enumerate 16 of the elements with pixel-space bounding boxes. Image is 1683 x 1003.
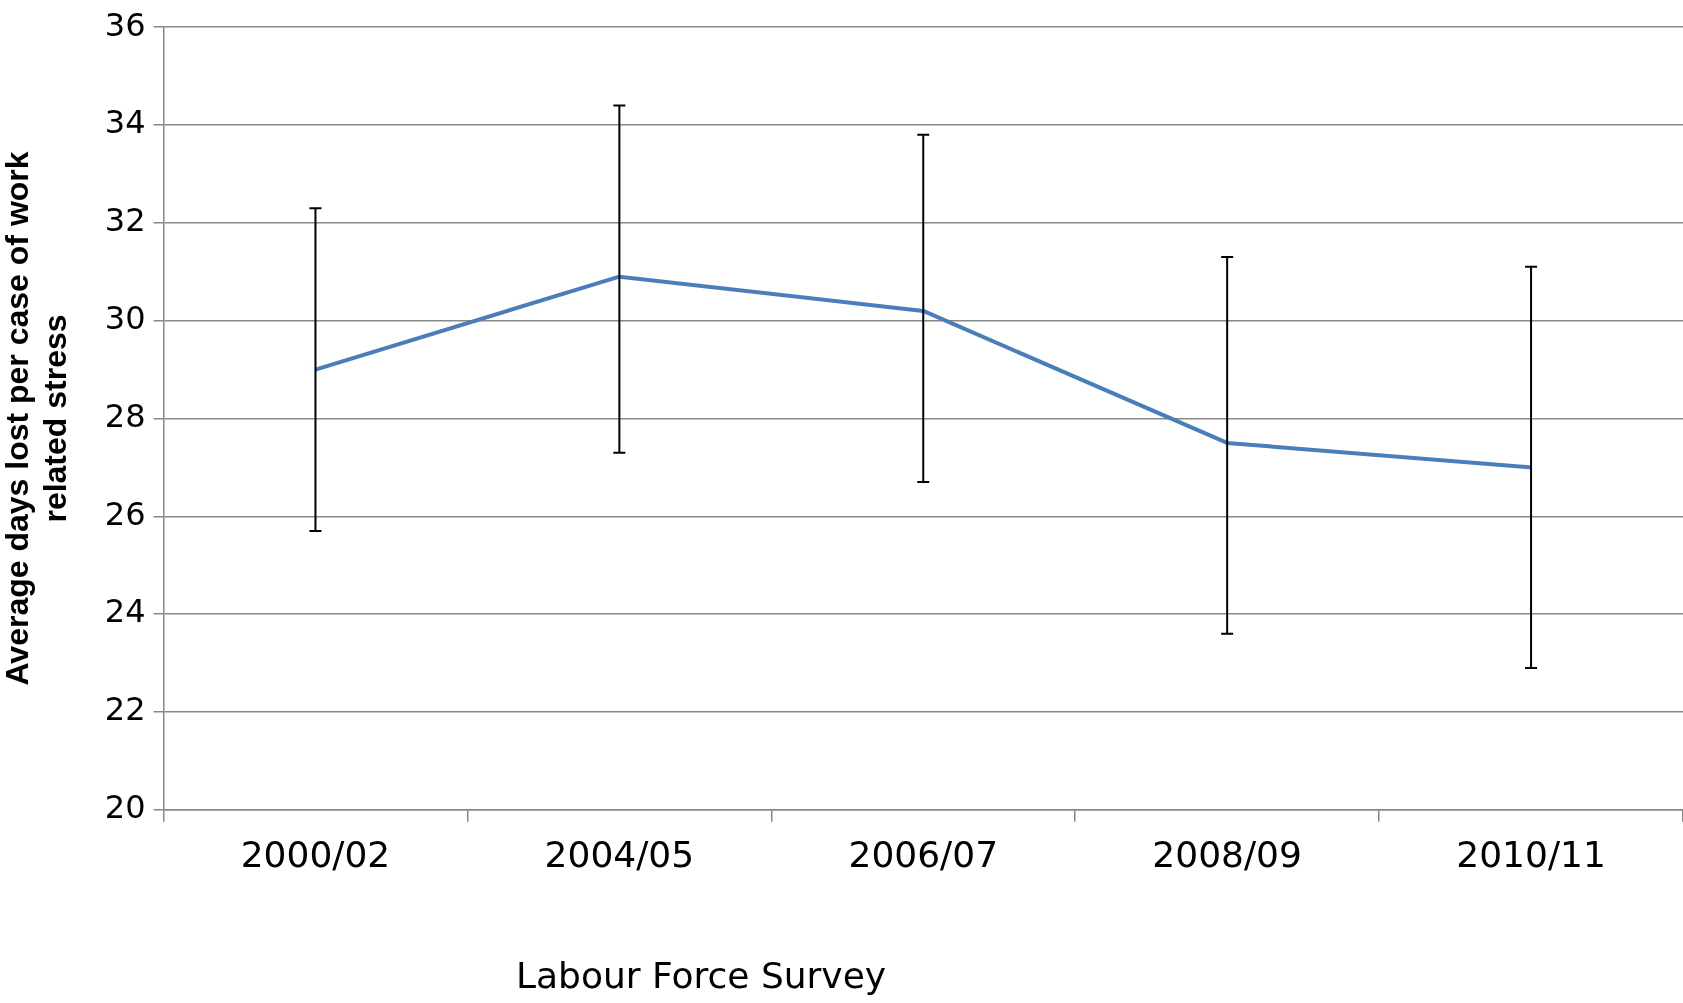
x-tick-label: 2008/09	[1152, 833, 1302, 875]
y-axis-title: Average days lost per case of work related stress	[0, 151, 74, 686]
y-tick-label: 30	[104, 298, 146, 337]
y-tick-label: 26	[104, 494, 146, 533]
y-tick-label: 24	[104, 592, 146, 631]
y-tick-label: 34	[104, 103, 146, 142]
x-tick-label: 2010/11	[1456, 833, 1606, 875]
y-tick-label: 32	[104, 201, 146, 240]
x-tick-label: 2006/07	[848, 833, 999, 875]
x-tick-label: 2000/02	[240, 833, 391, 875]
y-tick-label: 36	[104, 5, 146, 44]
y-tick-label: 22	[104, 690, 146, 729]
x-tick-label: 2004/05	[544, 833, 695, 875]
y-tick-label: 28	[104, 396, 146, 435]
x-axis-title: Labour Force Survey	[516, 955, 887, 996]
y-tick-label: 20	[104, 788, 146, 827]
